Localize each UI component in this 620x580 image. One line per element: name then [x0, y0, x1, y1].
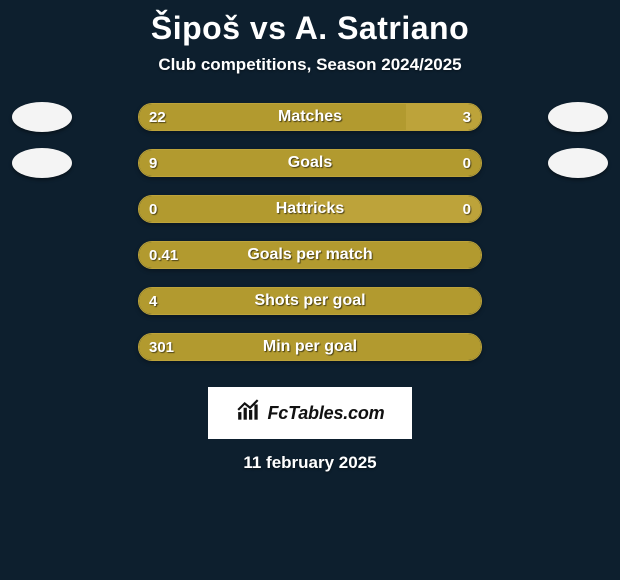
- stat-rows: 223Matches90Goals00Hattricks0.41Goals pe…: [70, 103, 550, 379]
- stat-bar: 301: [138, 333, 482, 361]
- avatar-left: [12, 148, 72, 178]
- stat-bar: 00: [138, 195, 482, 223]
- avatar-left: [12, 102, 72, 132]
- stat-row: 00Hattricks: [70, 195, 550, 241]
- footer-date: 11 february 2025: [0, 453, 620, 473]
- player-right-name: A. Satriano: [295, 10, 469, 46]
- chart-icon: [236, 398, 262, 429]
- player-left-name: Šipoš: [151, 10, 241, 46]
- stat-row: 223Matches: [70, 103, 550, 149]
- stat-value-right: 0: [453, 196, 481, 223]
- stat-value-left: 301: [139, 334, 184, 361]
- stat-value-right: 0: [453, 150, 481, 177]
- brand-text: FcTables.com: [268, 403, 385, 424]
- brand-badge: FcTables.com: [208, 387, 412, 439]
- stat-bar: 90: [138, 149, 482, 177]
- stat-value-left: 4: [139, 288, 167, 315]
- stat-value-left: 22: [139, 104, 176, 131]
- stat-bar-left: 301: [139, 334, 481, 360]
- stat-bar: 0.41: [138, 241, 482, 269]
- stat-bar: 4: [138, 287, 482, 315]
- stat-row: 90Goals: [70, 149, 550, 195]
- stat-bar-right: 0: [310, 196, 481, 222]
- avatar-right: [548, 102, 608, 132]
- stat-bar-left: 4: [139, 288, 481, 314]
- page-title: Šipoš vs A. Satriano: [0, 0, 620, 47]
- stat-bar: 22 3: [138, 103, 482, 131]
- stat-bar-left: 9: [139, 150, 481, 176]
- stat-value-left: 0: [139, 196, 167, 223]
- vs-label: vs: [250, 10, 287, 46]
- stat-bar-left: 0: [139, 196, 310, 222]
- stat-row: 4Shots per goal: [70, 287, 550, 333]
- stat-value-left: 0.41: [139, 242, 188, 269]
- avatar-right: [548, 148, 608, 178]
- stat-bar-left: 22: [139, 104, 406, 130]
- stat-value-right: 3: [453, 104, 481, 131]
- subtitle: Club competitions, Season 2024/2025: [0, 55, 620, 75]
- stat-row: 0.41Goals per match: [70, 241, 550, 287]
- stat-row: 301Min per goal: [70, 333, 550, 379]
- stat-bar-right: 3: [406, 104, 481, 130]
- stat-value-left: 9: [139, 150, 167, 177]
- stat-bar-left: 0.41: [139, 242, 481, 268]
